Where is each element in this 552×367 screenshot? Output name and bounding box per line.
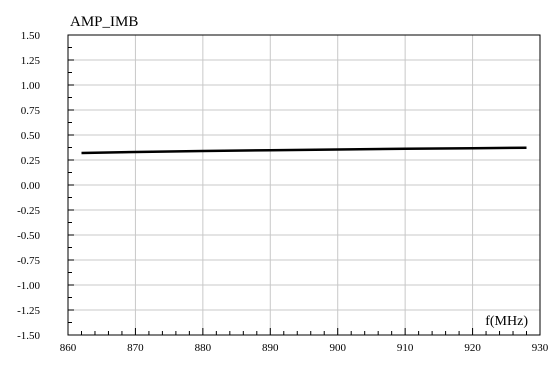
y-tick-label: -1.50 (17, 330, 40, 342)
y-tick-label: -0.25 (17, 205, 40, 217)
y-tick-label: 0.75 (21, 105, 41, 117)
y-tick-labels: 1.50 1.25 1.00 0.75 0.50 0.25 0.00 -0.25 -0.50 -0… (17, 30, 40, 342)
x-tick-label: 900 (329, 342, 346, 354)
x-tick-label: 880 (195, 342, 212, 354)
y-tick-label: 1.50 (21, 30, 41, 42)
x-tick-labels: 860 870 880 890 900 910 920 930 (60, 342, 549, 354)
series-line-1 (81, 146, 527, 155)
x-axis-label: f(MHz) (485, 314, 528, 329)
y-tick-label: -0.75 (17, 255, 40, 267)
y-tick-label: -1.25 (17, 305, 40, 317)
x-tick-label: 930 (532, 342, 549, 354)
chart-title: AMP_IMB (70, 14, 138, 30)
y-tick-label: 0.50 (21, 130, 41, 142)
y-tick-label: 1.00 (21, 80, 41, 92)
series-layer (81, 146, 527, 155)
y-tick-label: 0.00 (21, 180, 41, 192)
y-tick-label: 1.25 (21, 55, 41, 67)
x-tick-label: 870 (127, 342, 144, 354)
x-tick-label: 860 (60, 342, 77, 354)
x-tick-label: 920 (464, 342, 481, 354)
y-tick-label: -0.50 (17, 230, 40, 242)
x-tick-label: 910 (397, 342, 414, 354)
grid (68, 35, 540, 335)
y-tick-label: -1.00 (17, 280, 40, 292)
x-tick-label: 890 (262, 342, 279, 354)
plot-frame (67, 34, 541, 336)
y-tick-label: 0.25 (21, 155, 41, 167)
